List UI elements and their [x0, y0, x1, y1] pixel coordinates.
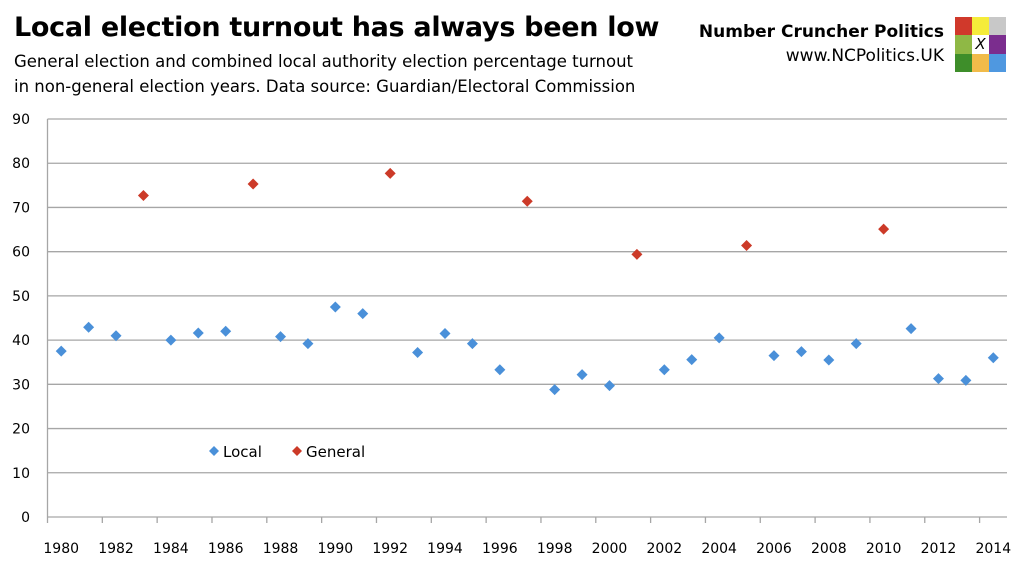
data-point-general [247, 178, 259, 190]
data-point-local [302, 338, 314, 350]
data-point-general [137, 190, 149, 202]
data-point-general [384, 167, 396, 179]
x-tick-label: 1980 [43, 541, 79, 557]
chart-title: Local election turnout has always been l… [14, 12, 660, 43]
x-tick-label: 2002 [647, 541, 683, 557]
data-point-local [165, 334, 177, 346]
y-tick-label: 50 [12, 289, 30, 305]
data-point-local [412, 346, 424, 358]
x-tick-label: 2008 [811, 541, 847, 557]
data-point-local [494, 364, 506, 376]
data-point-local [192, 327, 204, 339]
logo-square [989, 53, 1006, 72]
brand-name: Number Cruncher Politics [698, 22, 944, 42]
data-point-local [823, 354, 835, 366]
x-tick-label: 2012 [921, 541, 957, 557]
x-tick-label: 1984 [153, 541, 189, 557]
x-tick-label: 1998 [537, 541, 573, 557]
data-point-local [275, 331, 287, 343]
x-tick-label: 1990 [318, 541, 354, 557]
logo-square [989, 17, 1006, 36]
logo-square [972, 17, 989, 36]
y-tick-label: 90 [12, 112, 30, 128]
x-tick-label: 1988 [263, 541, 299, 557]
brand-url: www.NCPolitics.UK [785, 46, 944, 66]
data-point-local [905, 323, 917, 335]
x-tick-label: 1994 [427, 541, 463, 557]
data-point-local [960, 374, 972, 386]
logo-square [955, 35, 972, 54]
data-point-local [850, 338, 862, 350]
data-point-general [878, 223, 890, 235]
x-tick-label: 2006 [756, 541, 792, 557]
data-point-local [220, 325, 232, 337]
data-point-local [549, 384, 561, 396]
data-point-local [55, 345, 67, 357]
x-tick-label: 1996 [482, 541, 518, 557]
data-point-general [521, 195, 533, 207]
x-tick-label: 2010 [866, 541, 902, 557]
logo-square [955, 17, 972, 36]
data-point-local [439, 327, 451, 339]
data-point-local [329, 301, 341, 313]
logo-square [955, 53, 972, 72]
data-point-general [741, 239, 753, 251]
legend-label-local: Local [223, 443, 262, 461]
y-tick-label: 40 [12, 333, 30, 349]
data-point-local [603, 380, 615, 392]
data-point-local [83, 321, 95, 333]
x-tick-label: 2004 [701, 541, 737, 557]
data-point-local [658, 364, 670, 376]
logo-square [989, 35, 1006, 54]
brand-logo: X [955, 17, 1006, 72]
data-point-local [987, 352, 999, 364]
y-tick-label: 70 [12, 200, 30, 216]
brand-block: Number Cruncher Politics www.NCPolitics.… [699, 22, 944, 66]
data-point-local [768, 350, 780, 362]
legend-label-general: General [306, 443, 365, 461]
y-tick-label: 30 [12, 377, 30, 393]
data-point-local [686, 354, 698, 366]
y-tick-label: 60 [12, 245, 30, 261]
logo-square: X [972, 35, 989, 54]
data-point-local [357, 308, 369, 320]
x-tick-label: 2014 [975, 541, 1011, 557]
data-point-local [466, 338, 478, 350]
data-point-general [631, 248, 643, 260]
data-point-local [932, 373, 944, 385]
chart-subtitle-line2: in non-general election years. Data sour… [14, 77, 636, 96]
y-tick-label: 0 [21, 510, 30, 526]
x-tick-label: 1982 [98, 541, 134, 557]
x-tick-label: 1992 [372, 541, 408, 557]
data-point-local [576, 369, 588, 381]
data-point-local [795, 346, 807, 358]
logo-square [972, 53, 989, 72]
x-tick-label: 2000 [592, 541, 628, 557]
chart-subtitle-line1: General election and combined local auth… [14, 52, 634, 71]
y-tick-label: 80 [12, 156, 30, 172]
legend-marker-local [209, 446, 219, 456]
data-point-local [110, 330, 122, 342]
legend-marker-general [292, 446, 302, 456]
y-tick-label: 10 [12, 466, 30, 482]
data-point-local [713, 332, 725, 344]
x-tick-label: 1986 [208, 541, 244, 557]
y-tick-label: 20 [12, 422, 30, 438]
